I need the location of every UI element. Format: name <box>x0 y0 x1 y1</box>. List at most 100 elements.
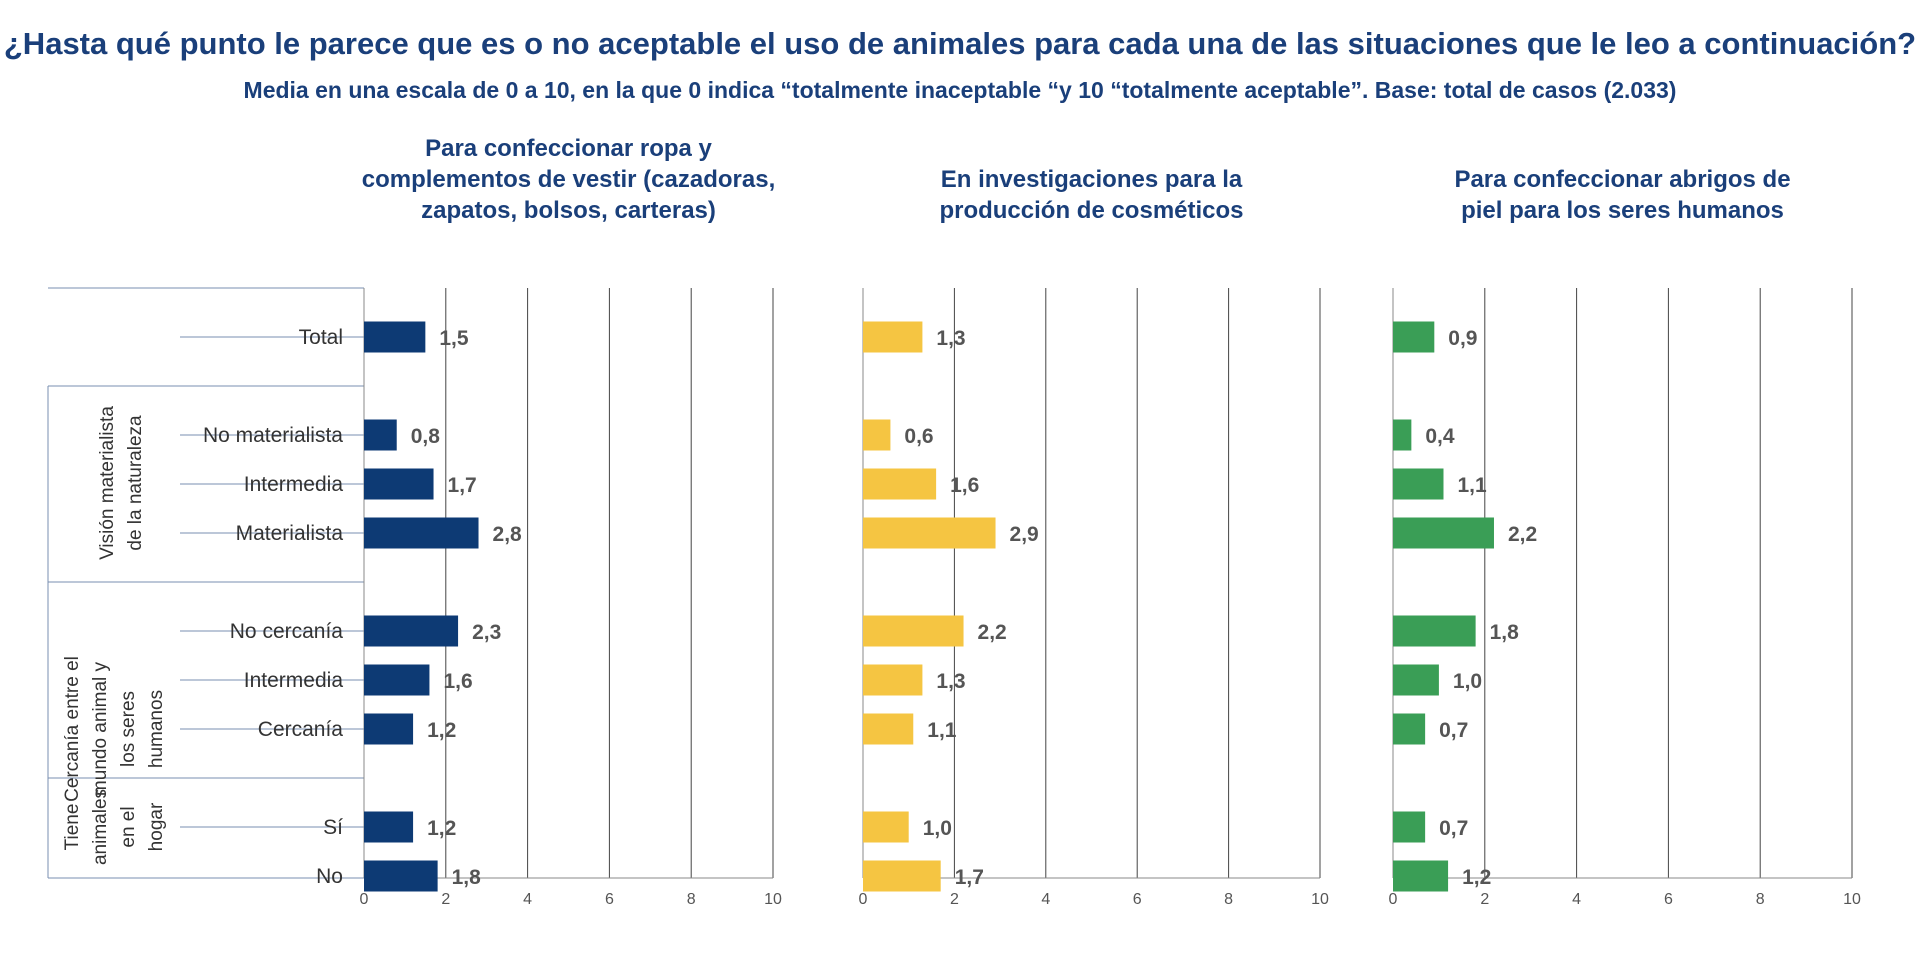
data-label: 1,5 <box>439 327 469 350</box>
data-label: 1,2 <box>427 719 456 742</box>
chart-title: ¿Hasta qué punto le parece que es o no a… <box>0 24 1920 114</box>
data-label: 0,9 <box>1448 327 1477 350</box>
x-tick-label: 6 <box>1133 891 1142 908</box>
group-label: los seres <box>118 691 139 767</box>
bar <box>863 713 914 745</box>
data-label: 1,8 <box>1490 621 1520 644</box>
bar <box>1393 811 1426 843</box>
data-label: 0,4 <box>1425 425 1455 448</box>
x-tick-label: 10 <box>764 891 782 908</box>
bar <box>863 517 996 549</box>
data-label: 1,6 <box>443 670 472 693</box>
bar <box>863 615 964 647</box>
x-tick-label: 4 <box>1041 891 1050 908</box>
x-tick-label: 0 <box>360 891 369 908</box>
data-label: 0,8 <box>411 425 441 448</box>
bar <box>364 321 426 353</box>
group-label: de la naturaleza <box>125 415 146 551</box>
x-tick-label: 0 <box>1389 891 1398 908</box>
panel-title: complementos de vestir (cazadoras, <box>362 166 775 193</box>
row-label: Cercanía <box>258 718 344 741</box>
x-tick-label: 8 <box>1756 891 1765 908</box>
bar <box>364 664 430 696</box>
group-label: Cercanía entre el <box>62 656 83 802</box>
panel-title: Para confeccionar ropa y <box>425 135 712 162</box>
bar <box>364 419 397 451</box>
panel-title: zapatos, bolsos, carteras) <box>421 197 716 224</box>
group-label: animales <box>90 789 111 865</box>
bar <box>1393 615 1476 647</box>
row-label: Intermedia <box>244 473 344 496</box>
data-label: 1,1 <box>927 719 957 742</box>
bar <box>364 615 459 647</box>
group-label: hogar <box>146 802 167 851</box>
chart-title-main: ¿Hasta qué punto le parece que es o no a… <box>3 26 1917 61</box>
row-label: No materialista <box>203 424 343 447</box>
group-label: Visión materialista <box>97 406 118 560</box>
row-label: Total <box>299 326 343 349</box>
group-label: humanos <box>146 690 167 768</box>
x-tick-label: 8 <box>1224 891 1233 908</box>
x-tick-label: 4 <box>523 891 532 908</box>
chart-title-sub: Media en una escala de 0 a 10, en la que… <box>243 77 1677 103</box>
panel-title: Para confeccionar abrigos de <box>1454 166 1790 193</box>
bar <box>863 468 937 500</box>
data-label: 1,6 <box>950 474 979 497</box>
bar <box>1393 713 1426 745</box>
group-label: mundo animal y <box>90 661 111 796</box>
row-label: Intermedia <box>244 669 344 692</box>
row-label: Sí <box>323 816 343 839</box>
x-tick-label: 4 <box>1572 891 1581 908</box>
data-label: 0,6 <box>904 425 933 448</box>
row-label: No cercanía <box>230 620 344 643</box>
bar <box>863 321 923 353</box>
group-label: en el <box>118 806 139 847</box>
bar <box>1393 517 1494 549</box>
data-label: 2,8 <box>493 523 523 546</box>
x-tick-label: 6 <box>1664 891 1673 908</box>
bar <box>1393 321 1435 353</box>
bar <box>1393 419 1412 451</box>
data-label: 1,2 <box>1462 866 1491 889</box>
bar <box>863 419 891 451</box>
group-label: Tiene <box>62 804 83 851</box>
panel-title: En investigaciones para la <box>941 166 1243 193</box>
x-tick-label: 6 <box>605 891 614 908</box>
data-label: 1,3 <box>936 327 965 350</box>
data-label: 1,7 <box>448 474 477 497</box>
data-label: 1,8 <box>452 866 482 889</box>
bar <box>364 811 414 843</box>
data-label: 2,3 <box>472 621 501 644</box>
bar <box>863 811 909 843</box>
x-tick-label: 2 <box>441 891 450 908</box>
data-label: 2,9 <box>1010 523 1039 546</box>
bar <box>1393 664 1439 696</box>
data-label: 1,2 <box>427 817 456 840</box>
x-tick-label: 0 <box>859 891 868 908</box>
x-tick-label: 10 <box>1843 891 1861 908</box>
x-tick-label: 8 <box>687 891 696 908</box>
row-label: No <box>316 865 343 888</box>
data-label: 0,7 <box>1439 719 1468 742</box>
data-label: 1,0 <box>923 817 952 840</box>
panel-title: producción de cosméticos <box>939 197 1243 224</box>
bar <box>364 517 479 549</box>
bar <box>364 713 414 745</box>
x-tick-label: 2 <box>1480 891 1489 908</box>
data-label: 1,7 <box>955 866 984 889</box>
row-label: Materialista <box>236 522 344 545</box>
bar <box>364 468 434 500</box>
bar <box>1393 860 1449 892</box>
bar <box>364 860 438 892</box>
bar <box>863 860 941 892</box>
data-label: 2,2 <box>978 621 1007 644</box>
data-label: 1,1 <box>1457 474 1487 497</box>
data-label: 1,0 <box>1453 670 1482 693</box>
data-label: 1,3 <box>936 670 965 693</box>
bar <box>1393 468 1444 500</box>
bar <box>863 664 923 696</box>
data-label: 2,2 <box>1508 523 1537 546</box>
panel-title: piel para los seres humanos <box>1461 197 1784 224</box>
data-label: 0,7 <box>1439 817 1468 840</box>
